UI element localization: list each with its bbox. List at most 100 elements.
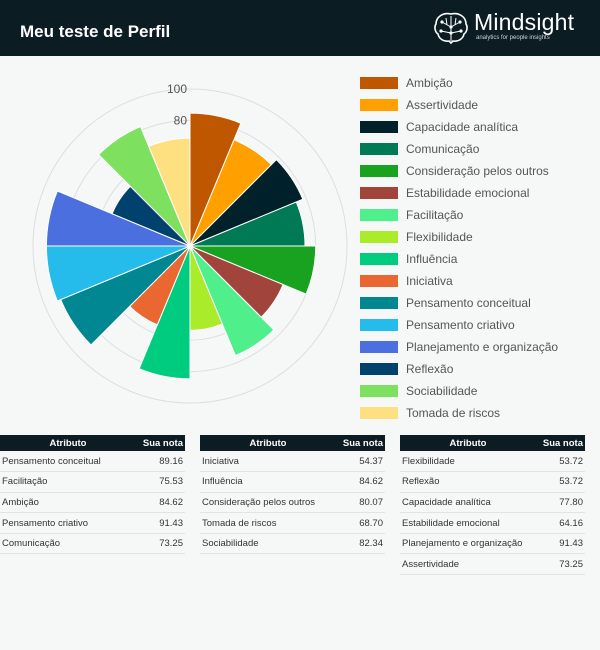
logo-tagline: analytics for people insights (476, 35, 550, 41)
legend-swatch (360, 99, 398, 111)
legend-label: Estabilidade emocional (406, 186, 530, 200)
legend-item[interactable]: Reflexão (360, 358, 595, 380)
legend-item[interactable]: Facilitação (360, 204, 595, 226)
legend-label: Tomada de riscos (406, 406, 501, 420)
wedge-9[interactable] (138, 245, 191, 380)
legend-item[interactable]: Pensamento criativo (360, 314, 595, 336)
legend-swatch (360, 209, 398, 221)
legend-swatch (360, 143, 398, 155)
legend-label: Iniciativa (406, 274, 453, 288)
legend-label: Assertividade (406, 98, 479, 112)
scores-table-2: Atributo Sua nota Iniciativa 54.37 Influênci… (200, 435, 385, 555)
table-row: Assertividade 73.25 (400, 553, 585, 576)
wedge-15[interactable] (97, 125, 191, 247)
legend-swatch (360, 187, 398, 199)
legend-label: Planejamento e organização (406, 340, 559, 354)
column-header-atributo: Atributo (200, 435, 336, 451)
legend-swatch (360, 253, 398, 265)
attribute-cell: Iniciativa (200, 451, 336, 473)
wedge-1[interactable] (189, 112, 242, 247)
table-row: Estabilidade emocional 64.16 (400, 512, 585, 534)
wedge-16[interactable] (148, 137, 191, 247)
legend-swatch (360, 385, 398, 397)
score-cell: 91.43 (536, 533, 585, 555)
legend-item[interactable]: Sociabilidade (360, 380, 595, 402)
grid-ring (32, 88, 348, 404)
score-cell: 77.80 (536, 492, 585, 514)
wedge-7[interactable] (189, 245, 275, 357)
legend-label: Facilitação (406, 208, 464, 222)
logo-name: Mindsight (474, 9, 575, 35)
legend-label: Ambição (406, 76, 453, 90)
legend-swatch (360, 363, 398, 375)
legend-swatch (360, 319, 398, 331)
score-cell: 64.16 (536, 512, 585, 534)
score-cell: 80.07 (336, 492, 385, 514)
legend-item[interactable]: Assertividade (360, 94, 595, 116)
legend-label: Pensamento criativo (406, 318, 515, 332)
attribute-cell: Assertividade (400, 553, 536, 576)
brain-icon (434, 12, 468, 45)
score-cell: 68.70 (336, 512, 385, 534)
legend-swatch (360, 165, 398, 177)
r-tick-label: 100 (167, 82, 187, 96)
table-row: Tomada de riscos 68.70 (200, 512, 385, 534)
column-header-nota: Sua nota (336, 435, 385, 451)
legend-item[interactable]: Capacidade analítica (360, 116, 595, 138)
score-cell: 53.72 (536, 451, 585, 473)
legend-swatch (360, 341, 398, 353)
legend-item[interactable]: Consideração pelos outros (360, 160, 595, 182)
table-row: Facilitação 75.53 (0, 471, 185, 493)
attribute-cell: Planejamento e organização (400, 533, 536, 555)
attribute-cell: Reflexão (400, 471, 536, 493)
column-header-atributo: Atributo (400, 435, 536, 451)
legend-swatch (360, 275, 398, 287)
score-cell: 75.53 (136, 471, 185, 493)
table-row: Influência 84.62 (200, 471, 385, 493)
legend-label: Consideração pelos outros (406, 164, 549, 178)
polar-area-chart: 80 100 (32, 82, 348, 404)
wedge-13[interactable] (45, 190, 191, 247)
table-row: Pensamento criativo 91.43 (0, 512, 185, 534)
score-cell: 73.25 (136, 533, 185, 555)
attribute-cell: Ambição (0, 492, 136, 514)
attribute-cell: Facilitação (0, 471, 136, 493)
legend-item[interactable]: Ambição (360, 72, 595, 94)
wedge-3[interactable] (189, 158, 304, 247)
legend-label: Reflexão (406, 362, 454, 376)
attribute-cell: Comunicação (0, 533, 136, 555)
legend-swatch (360, 231, 398, 243)
chart-legend: Ambição Assertividade Capacidade analítica… (360, 72, 595, 424)
legend-item[interactable]: Pensamento conceitual (360, 292, 595, 314)
mindsight-logo: Mindsight analytics for people insights (432, 9, 596, 47)
legend-item[interactable]: Influência (360, 248, 595, 270)
attribute-cell: Consideração pelos outros (200, 492, 336, 514)
page-header: Meu teste de Perfil Mindsight analytics … (0, 0, 600, 56)
legend-swatch (360, 77, 398, 89)
attribute-cell: Influência (200, 471, 336, 493)
column-header-nota: Sua nota (536, 435, 585, 451)
legend-item[interactable]: Estabilidade emocional (360, 182, 595, 204)
legend-label: Influência (406, 252, 458, 266)
score-cell: 82.34 (336, 533, 385, 555)
table-row: Capacidade analítica 77.80 (400, 492, 585, 514)
legend-label: Capacidade analítica (406, 120, 519, 134)
legend-item[interactable]: Tomada de riscos (360, 402, 595, 424)
legend-item[interactable]: Planejamento e organização (360, 336, 595, 358)
legend-item[interactable]: Iniciativa (360, 270, 595, 292)
legend-item[interactable]: Comunicação (360, 138, 595, 160)
score-cell: 84.62 (336, 471, 385, 493)
wedge-5[interactable] (189, 245, 317, 295)
score-cell: 84.62 (136, 492, 185, 514)
score-cell: 53.72 (536, 471, 585, 493)
legend-item[interactable]: Flexibilidade (360, 226, 595, 248)
attribute-cell: Sociabilidade (200, 533, 336, 555)
attribute-cell: Pensamento conceitual (0, 451, 136, 473)
legend-label: Comunicação (406, 142, 480, 156)
table-row: Comunicação 73.25 (0, 533, 185, 555)
table-row: Pensamento conceitual 89.16 (0, 451, 185, 473)
legend-label: Pensamento conceitual (406, 296, 531, 310)
attribute-cell: Tomada de riscos (200, 512, 336, 534)
table-row: Ambição 84.62 (0, 492, 185, 514)
score-cell: 91.43 (136, 512, 185, 534)
